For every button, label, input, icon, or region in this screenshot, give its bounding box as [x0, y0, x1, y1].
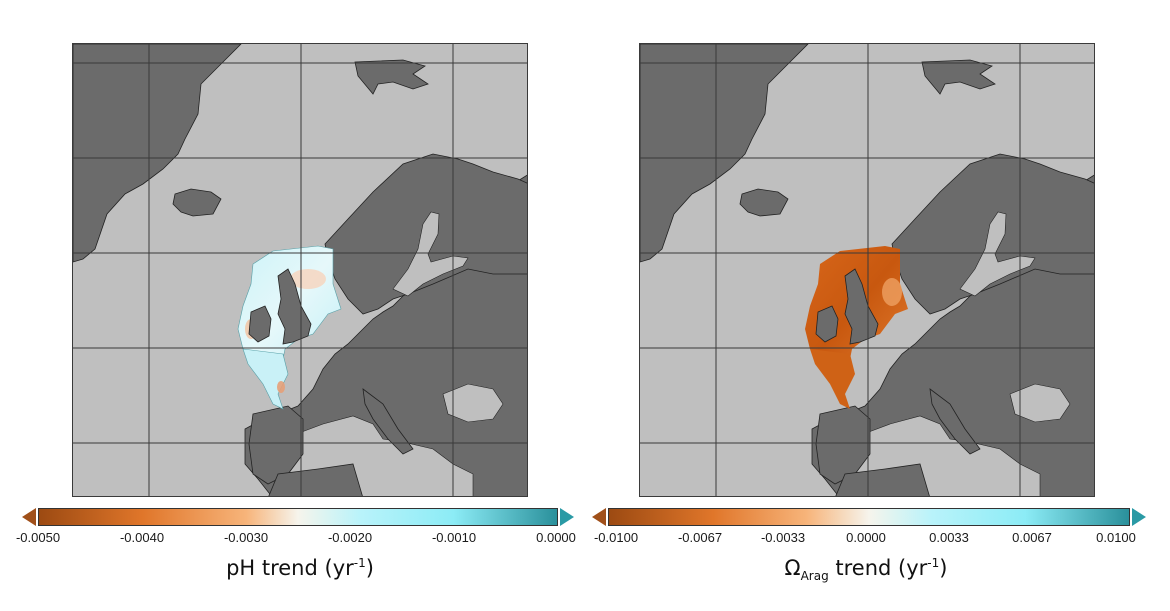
iceland-land [739, 188, 789, 217]
title-exponent: -1 [927, 556, 940, 570]
svalbard-land [921, 59, 996, 95]
tick-label: -0.0040 [119, 530, 165, 545]
title-subscript: Arag [800, 569, 829, 584]
baltic-sea [959, 211, 1036, 297]
graticule [73, 44, 527, 496]
title-text: pH trend (yr [226, 556, 354, 580]
greenland-land [73, 44, 242, 263]
tick-label: -0.0050 [15, 530, 61, 545]
tick-label: 0.0033 [929, 530, 969, 545]
black-sea [442, 383, 504, 423]
italy-land [362, 388, 414, 455]
ireland-land [815, 305, 839, 343]
omega-arag-trend-map [639, 43, 1095, 497]
baltic-sea [392, 211, 469, 297]
colorbar-extend-low-arrow-icon [592, 508, 606, 526]
ph-biscay-patch [277, 381, 285, 393]
title-close: ) [365, 556, 374, 580]
tick-label: -0.0067 [677, 530, 723, 545]
omega-colorbar-title: ΩArag trend (yr-1) [785, 556, 948, 583]
omega-map-graphic [640, 44, 1094, 496]
tick-label: -0.0033 [760, 530, 806, 545]
omega-biscay-field [810, 349, 855, 409]
omega-north-sea-light-patch [882, 278, 902, 306]
colorbar-extend-high-arrow-icon [560, 508, 574, 526]
title-text: trend (yr [828, 556, 928, 580]
ireland-land [248, 305, 272, 343]
tick-label: -0.0020 [327, 530, 373, 545]
tick-label: 0.0067 [1012, 530, 1052, 545]
ph-map-graphic [73, 44, 527, 496]
svalbard-land [354, 59, 429, 95]
colorbar-extend-low-arrow-icon [22, 508, 36, 526]
tick-label: 0.0100 [1096, 530, 1136, 545]
omega-colorbar-gradient [608, 508, 1130, 526]
ph-colorbar [22, 508, 574, 526]
north-africa-land [268, 463, 363, 496]
graticule [640, 44, 1094, 496]
omega-colorbar [592, 508, 1146, 526]
black-sea [1009, 383, 1071, 423]
omega-symbol: Ω [784, 556, 801, 580]
tick-label: -0.0030 [223, 530, 269, 545]
title-close: ) [939, 556, 948, 580]
tick-label: -0.0010 [431, 530, 477, 545]
north-africa-land [835, 463, 930, 496]
italy-land [929, 388, 981, 455]
tick-label: 0.0000 [536, 530, 576, 545]
tick-label: 0.0000 [846, 530, 886, 545]
ph-colorbar-title: pH trend (yr-1) [226, 556, 374, 580]
ph-colorbar-gradient [38, 508, 558, 526]
title-exponent: -1 [353, 556, 366, 570]
ph-north-sea-patch [290, 269, 326, 289]
colorbar-extend-high-arrow-icon [1132, 508, 1146, 526]
iceland-land [172, 188, 222, 217]
ph-trend-map [72, 43, 528, 497]
tick-label: -0.0100 [593, 530, 639, 545]
greenland-land [640, 44, 809, 263]
ph-biscay-field [242, 348, 289, 410]
